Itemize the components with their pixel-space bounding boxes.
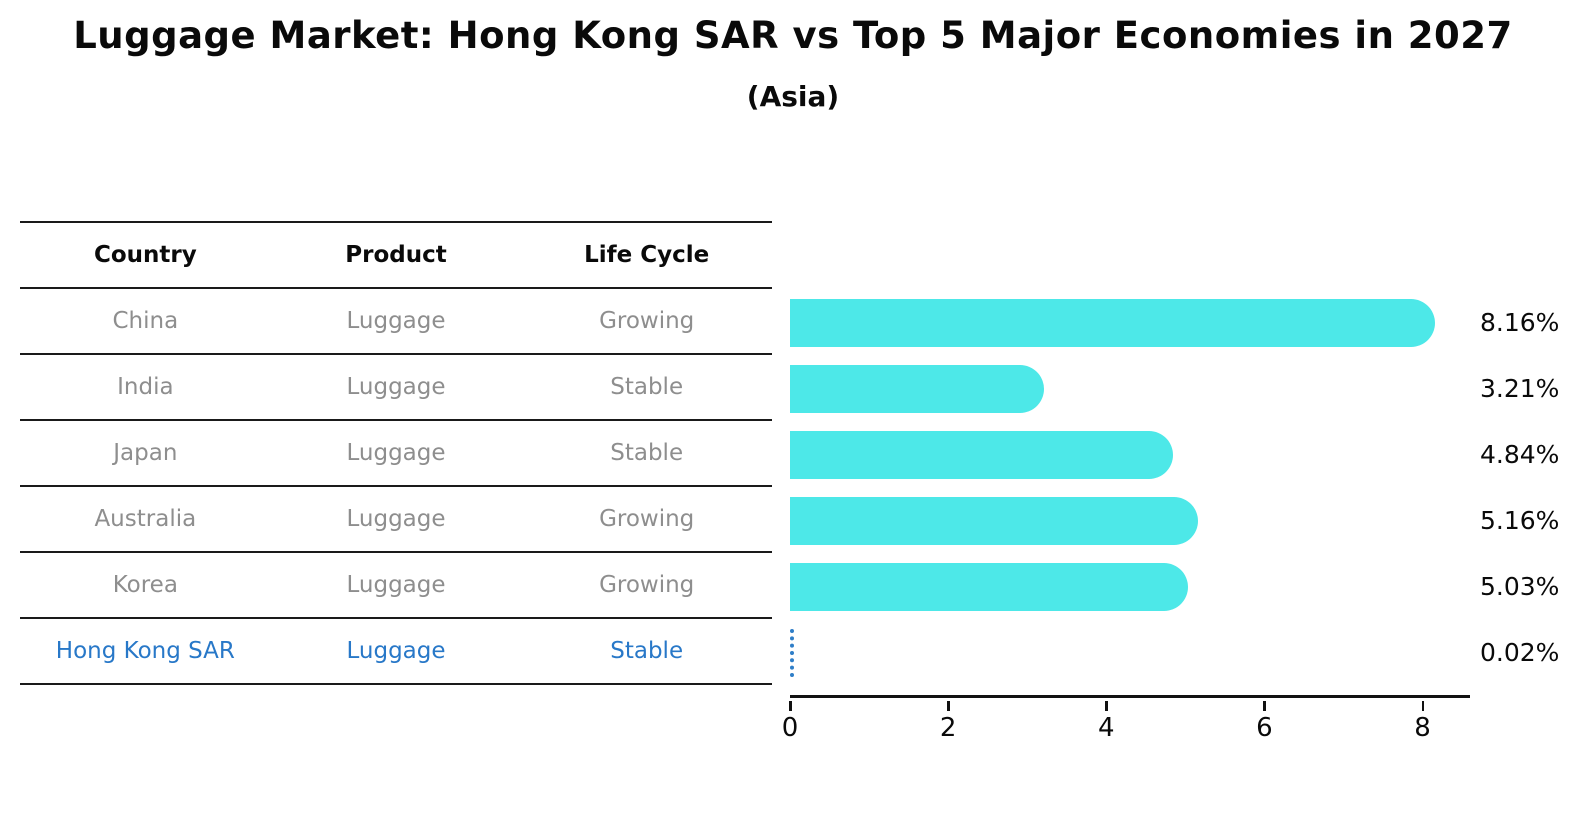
country-cell: India xyxy=(117,374,174,400)
x-axis-tick-label: 8 xyxy=(1414,713,1431,743)
bar-hong-kong-sar xyxy=(790,629,796,677)
tick-mark xyxy=(947,701,950,711)
table-row-hong-kong-sar: Hong Kong SAR Luggage Stable xyxy=(20,619,772,685)
life-cycle-cell: Growing xyxy=(599,572,695,598)
bar-value-australia: 5.16% xyxy=(1480,506,1560,535)
table-row-japan: Japan Luggage Stable xyxy=(20,421,772,487)
page-subtitle: (Asia) xyxy=(746,80,840,113)
life-cycle-cell: Growing xyxy=(599,308,695,334)
country-cell: Hong Kong SAR xyxy=(55,638,235,664)
tick-mark xyxy=(1421,701,1425,711)
product-cell: Luggage xyxy=(346,374,446,400)
life-cycle-cell: Stable xyxy=(610,638,684,664)
x-axis-tick-label: 6 xyxy=(1256,713,1273,743)
table-row-india: India Luggage Stable xyxy=(20,355,772,421)
bar-value-korea: 5.03% xyxy=(1480,572,1560,601)
table-row-australia: Australia Luggage Growing xyxy=(20,487,772,553)
x-axis-tick-label: 0 xyxy=(781,713,799,743)
page-title: Luggage Market: Hong Kong SAR vs Top 5 M… xyxy=(73,14,1513,57)
country-cell: China xyxy=(112,308,179,334)
bar-australia xyxy=(790,497,1198,545)
product-cell: Luggage xyxy=(346,638,446,664)
bar-chart: 8.16% 3.21% 4.84% 5.16% 5.03% 0.02% 0 xyxy=(782,221,1559,743)
tick-mark xyxy=(789,701,792,711)
bar-value-japan: 4.84% xyxy=(1480,440,1560,469)
bar-row-japan: 4.84% xyxy=(790,431,1559,479)
life-cycle-cell: Stable xyxy=(610,374,684,400)
bar-value-india: 3.21% xyxy=(1480,374,1560,403)
bar-row-india: 3.21% xyxy=(790,365,1559,413)
product-cell: Luggage xyxy=(346,572,446,598)
product-cell: Luggage xyxy=(346,440,446,466)
country-cell: Japan xyxy=(113,440,178,466)
life-cycle-cell: Growing xyxy=(599,506,695,532)
x-axis: 0 2 4 6 8 xyxy=(782,695,1470,743)
bar-row-australia: 5.16% xyxy=(790,497,1559,545)
country-cell: Australia xyxy=(94,506,197,532)
bar-value-china: 8.16% xyxy=(1480,308,1560,337)
bar-japan xyxy=(790,431,1173,479)
tick-mark xyxy=(1105,701,1108,711)
product-cell: Luggage xyxy=(346,506,446,532)
tick-mark xyxy=(1263,701,1266,711)
x-axis-tick-label: 4 xyxy=(1097,713,1115,743)
bar-row-hong-kong-sar: 0.02% xyxy=(790,629,1559,677)
product-cell: Luggage xyxy=(346,308,446,334)
column-header-life-cycle: Life Cycle xyxy=(584,242,710,268)
country-cell: Korea xyxy=(112,572,178,598)
bar-india xyxy=(790,365,1044,413)
table-header-row: Country Product Life Cycle xyxy=(20,221,772,289)
life-cycle-cell: Stable xyxy=(610,440,684,466)
bar-korea xyxy=(790,563,1188,611)
bar-value-hong-kong-sar: 0.02% xyxy=(1480,638,1560,667)
bar-row-china: 8.16% xyxy=(790,299,1559,347)
column-header-country: Country xyxy=(93,242,197,268)
x-axis-tick-label: 2 xyxy=(939,713,957,743)
bar-row-korea: 5.03% xyxy=(790,563,1559,611)
table-row-korea: Korea Luggage Growing xyxy=(20,553,772,619)
country-table: Country Product Life Cycle China Luggage… xyxy=(20,221,772,685)
column-header-product: Product xyxy=(345,242,447,268)
bar-china xyxy=(790,299,1436,347)
table-row-china: China Luggage Growing xyxy=(20,289,772,355)
